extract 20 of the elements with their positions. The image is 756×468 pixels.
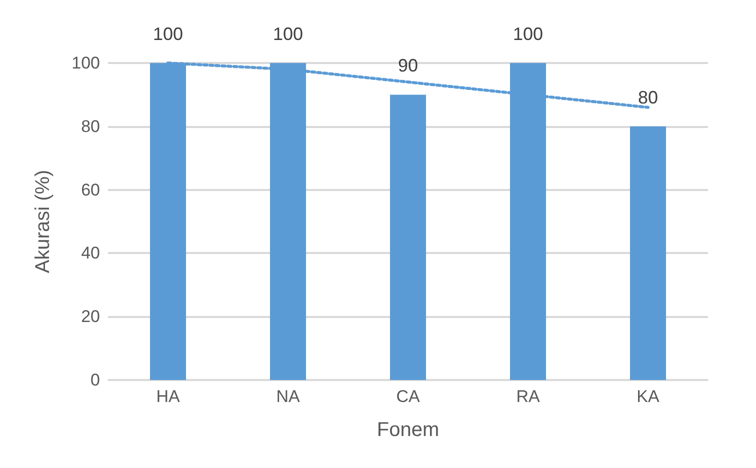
x-tick-label: CA	[396, 387, 420, 406]
y-axis-title: Akurasi (%)	[32, 170, 54, 274]
bar	[630, 126, 666, 380]
y-tick-label: 0	[90, 370, 100, 390]
x-tick-label: NA	[276, 387, 300, 406]
y-tick-label: 60	[81, 180, 100, 200]
data-label: 100	[272, 24, 304, 44]
x-tick-label: KA	[636, 387, 660, 406]
y-tick-label: 20	[81, 307, 100, 326]
x-axis-title: Fonem	[376, 419, 440, 441]
y-tick-label: 100	[72, 54, 100, 72]
y-tick-label: 80	[81, 116, 100, 136]
data-label: 100	[152, 24, 184, 44]
data-label: 90	[398, 56, 418, 76]
x-tick-label: HA	[156, 387, 180, 406]
y-tick-label: 40	[81, 244, 100, 263]
data-label: 100	[512, 24, 544, 44]
bar	[390, 94, 426, 380]
data-label: 80	[638, 87, 658, 108]
x-tick-label: RA	[516, 387, 540, 406]
